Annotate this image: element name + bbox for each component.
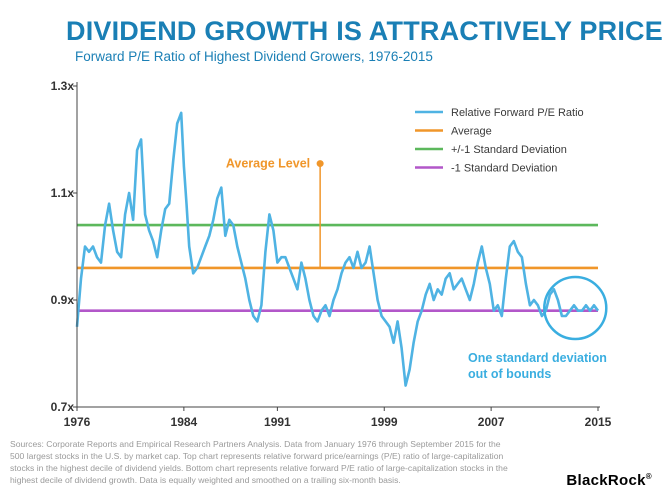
y-tick-label: 0.9x	[51, 293, 75, 307]
x-tick-label: 1999	[371, 415, 398, 429]
y-tick-label: 1.1x	[51, 186, 75, 200]
legend-label-average: Average	[451, 126, 492, 138]
series-line-relative-pe	[75, 111, 600, 387]
y-tick-label: 1.3x	[51, 79, 75, 93]
legend-label-plus-sd: +/-1 Standard Deviation	[451, 144, 567, 156]
x-tick-label: 2015	[585, 415, 612, 429]
legend-group: Relative Forward P/E Ratio Average +/-1 St…	[415, 107, 584, 175]
source-note: Sources: Corporate Reports and Empirical…	[10, 439, 508, 485]
out-of-bounds-label-line2: out of bounds	[468, 367, 551, 381]
chart-subtitle: Forward P/E Ratio of Highest Dividend Gr…	[75, 49, 433, 64]
legend-label-series: Relative Forward P/E Ratio	[451, 107, 584, 119]
brand-mark: ®	[645, 472, 652, 481]
brand-logo: BlackRock®	[566, 472, 652, 489]
chart-title: DIVIDEND GROWTH IS ATTRACTIVELY PRICED	[66, 16, 662, 46]
average-level-dot	[316, 160, 324, 168]
axes-group: 0.7x 0.9x 1.1x 1.3x 1976 1984 1991 1999 2007 2015	[51, 79, 612, 429]
x-tick-label: 2007	[478, 415, 505, 429]
line-chart: 0.7x 0.9x 1.1x 1.3x 1976 1984 1991 1999 2007 2015…	[51, 79, 612, 429]
x-tick-label: 1984	[171, 415, 198, 429]
reference-lines	[77, 223, 598, 313]
x-tick-label: 1991	[264, 415, 291, 429]
series-group	[75, 111, 600, 387]
annotations-group: Average Level One standard deviation out o…	[226, 157, 608, 381]
brand-name: BlackRock	[566, 472, 646, 489]
x-tick-label: 1976	[64, 415, 91, 429]
out-of-bounds-circle	[543, 275, 608, 341]
average-level-label: Average Level	[226, 157, 310, 171]
legend-label-minus-sd: -1 Standard Deviation	[451, 163, 557, 175]
y-tick-label: 0.7x	[51, 400, 75, 414]
out-of-bounds-label-line1: One standard deviation	[468, 351, 607, 365]
